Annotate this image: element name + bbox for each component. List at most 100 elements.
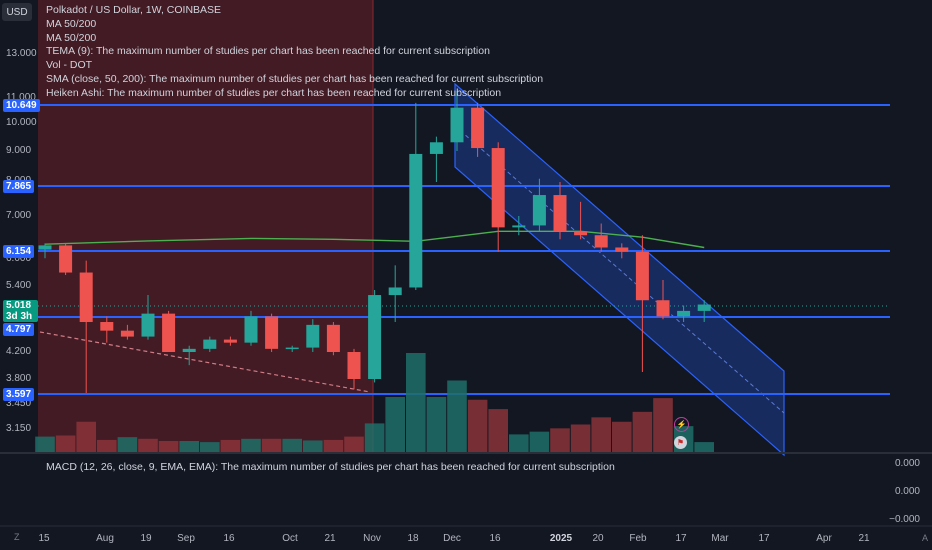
volume-bar: [426, 397, 447, 452]
time-tick: 19: [140, 533, 152, 544]
candle-body: [491, 148, 505, 228]
currency-button[interactable]: USD: [2, 3, 32, 21]
candle-body: [635, 251, 649, 301]
candle-body: [306, 324, 320, 348]
price-tick: 4.200: [6, 346, 32, 357]
volume-bar: [570, 424, 591, 452]
volume-bar: [529, 431, 550, 452]
price-tick: 11.000: [6, 92, 36, 103]
time-tick: Dec: [443, 533, 461, 544]
level-tag-1[interactable]: 10.649: [3, 99, 40, 112]
volume-bar: [488, 409, 508, 452]
volume-bar: [76, 421, 96, 452]
candles: [38, 90, 711, 393]
time-tick: 20: [592, 533, 604, 544]
volume-bar: [35, 436, 55, 452]
price-tick: 7.000: [6, 210, 32, 221]
volume-bar: [406, 353, 426, 452]
candle-body: [368, 295, 382, 379]
volume-bar: [241, 438, 261, 452]
volume-bar: [303, 440, 323, 452]
candle-body: [141, 313, 155, 337]
candle-body: [182, 348, 196, 352]
time-tick: Feb: [629, 533, 647, 544]
volume-bar: [344, 436, 364, 452]
candle-body: [615, 247, 629, 252]
price-tick: 3.150: [6, 423, 32, 434]
highlight-range: [38, 0, 373, 452]
volume-bar: [323, 439, 344, 452]
price-tick: 10.000: [6, 117, 37, 128]
time-tick: 16: [489, 533, 501, 544]
volume-bar: [117, 437, 138, 452]
candle-body: [59, 245, 73, 273]
volume-bar: [632, 411, 653, 452]
volume-bar: [694, 442, 714, 452]
candle-body: [553, 195, 567, 232]
indicator-ma-2[interactable]: MA 50/200: [46, 31, 97, 44]
us-flag-icon[interactable]: ⚑: [674, 436, 687, 449]
volume-bar: [282, 438, 302, 452]
symbol-title[interactable]: Polkadot / US Dollar, 1W, COINBASE: [46, 4, 222, 16]
time-tick: 18: [407, 533, 419, 544]
candle-body: [38, 245, 52, 250]
price-tick: 13.000: [6, 48, 37, 59]
volume-bar: [158, 441, 179, 452]
macd-tick: 0.000: [894, 486, 920, 497]
corner-left-label[interactable]: Z: [14, 532, 20, 542]
time-tick: 2025: [549, 533, 573, 544]
candle-body: [594, 235, 608, 248]
price-tick: 6.000: [6, 253, 32, 264]
candle-body: [203, 339, 217, 349]
volume-bar: [97, 439, 117, 452]
candle-body: [162, 313, 176, 352]
corner-right-label[interactable]: A: [922, 533, 929, 543]
level-tag-3[interactable]: 6.154: [3, 245, 35, 258]
price-tick: 9.000: [6, 145, 32, 156]
indicator-legend: Polkadot / US Dollar, 1W, COINBASE MA 50…: [46, 4, 543, 101]
indicator-heiken-ashi[interactable]: Heiken Ashi: The maximum number of studi…: [46, 86, 502, 99]
time-tick: 21: [858, 533, 870, 544]
candle-body: [574, 231, 588, 236]
price-tick: 5.400: [6, 280, 32, 291]
current-price-tag: 5.018 3d 3h: [3, 300, 38, 322]
volume-bar: [364, 423, 385, 452]
time-tick: 17: [675, 533, 687, 544]
volume-bar: [653, 398, 673, 452]
macd-tick: −0.000: [889, 514, 920, 525]
volume-bar: [591, 417, 611, 452]
time-tick: 21: [324, 533, 336, 544]
volume-bar: [261, 438, 282, 452]
volume-bar: [509, 434, 529, 452]
time-tick: Nov: [363, 533, 381, 544]
level-tag-5[interactable]: 3.597: [3, 388, 35, 401]
candle-body: [244, 316, 258, 343]
price-tick: 3.800: [6, 373, 32, 384]
candle-body: [677, 310, 691, 317]
volume-bar: [447, 380, 467, 452]
candle-body: [532, 195, 546, 226]
level-tag-2[interactable]: 7.865: [3, 180, 35, 193]
volume-bar: [55, 435, 76, 452]
candle-body: [285, 347, 299, 350]
volume-bar: [179, 441, 199, 452]
indicator-tema[interactable]: TEMA (9): The maximum number of studies …: [46, 45, 490, 58]
current-price-value: 5.018: [6, 300, 32, 311]
volume-bar: [550, 428, 570, 452]
candle-body: [326, 324, 340, 352]
time-tick: 16: [223, 533, 235, 544]
time-tick: 17: [758, 533, 770, 544]
candle-body: [100, 322, 114, 331]
indicator-sma[interactable]: SMA (close, 50, 200): The maximum number…: [46, 72, 544, 85]
macd-legend[interactable]: MACD (12, 26, close, 9, EMA, EMA): The m…: [46, 461, 615, 473]
time-tick: Apr: [816, 533, 832, 544]
indicator-ma-1[interactable]: MA 50/200: [46, 17, 97, 30]
candle-body: [512, 225, 526, 228]
candle-body: [656, 300, 670, 317]
candle-body: [450, 107, 464, 143]
lightning-icon[interactable]: ⚡: [674, 417, 689, 432]
level-tag-4[interactable]: 4.797: [3, 323, 35, 336]
volume-bar: [385, 397, 405, 452]
indicator-volume[interactable]: Vol - DOT: [46, 59, 93, 72]
